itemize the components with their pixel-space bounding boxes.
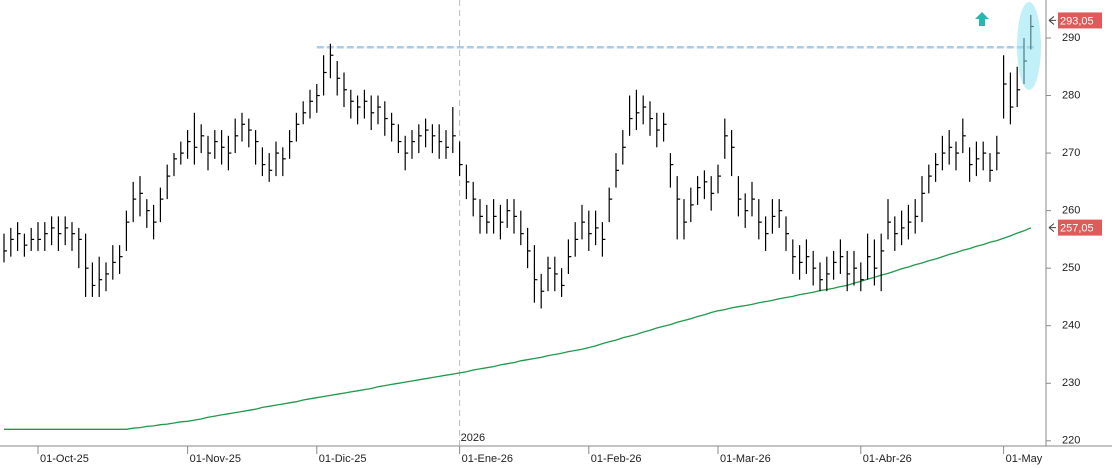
x-tick-label: 01-Dic-25 [319,453,367,465]
highlight-ellipse [1017,2,1041,90]
y-tick-label: 230 [1062,377,1080,389]
price-marker-box [1058,219,1102,236]
y-tick-label: 290 [1062,32,1080,44]
x-tick-label: 01-Mar-26 [720,453,771,465]
y-tick-label: 220 [1062,435,1080,447]
x-tick-label: 01-Feb-26 [591,453,642,465]
y-tick-label: 280 [1062,89,1080,101]
price-marker-box [1058,12,1102,29]
x-tick-label: 01-Nov-25 [190,453,241,465]
y-tick-label: 260 [1062,205,1080,217]
bar-layer [3,14,1034,309]
price-pointer [1048,16,1056,25]
y-tick-label: 270 [1062,147,1080,159]
x-tick-label: 01-Oct-25 [40,453,89,465]
price-marker-label: 293,05 [1060,15,1094,27]
x-tick-label: 01-May [1006,453,1043,465]
up-arrow [975,12,989,26]
y-tick-label: 240 [1062,320,1080,332]
x-tick-label: 01-Ene-26 [462,453,513,465]
price-pointer [1048,223,1056,232]
moving-average [4,227,1032,430]
year-label: 2026 [461,432,485,444]
text-layer: 220 230 240 250 260 270 280 290 01-Oct-25 01-Nov-… [37,12,1102,465]
y-tick-label: 250 [1062,262,1080,274]
x-tick-label: 01-Abr-26 [863,453,912,465]
price-marker-label: 257,05 [1060,223,1094,235]
line-layer [4,0,1036,446]
